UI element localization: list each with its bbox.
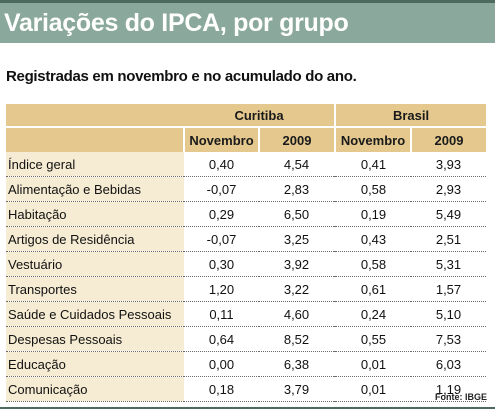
- cell-curitiba-2009: 4,60: [259, 301, 334, 327]
- table-row: Educação 0,00 6,38 0,01 6,03: [6, 351, 487, 377]
- column-gap: [334, 326, 336, 352]
- group-header-curitiba: Curitiba: [184, 104, 334, 128]
- column-gap: [334, 276, 336, 302]
- row-label: Despesas Pessoais: [6, 326, 184, 352]
- cell-curitiba-novembro: -0,07: [184, 226, 259, 252]
- table-row: Comunicação 0,18 3,79 0,01 1,19: [6, 376, 487, 402]
- row-label: Vestuário: [6, 251, 184, 277]
- row-label: Alimentação e Bebidas: [6, 176, 184, 202]
- cell-curitiba-novembro: 1,20: [184, 276, 259, 302]
- cell-curitiba-novembro: 0,00: [184, 351, 259, 377]
- table-row: Despesas Pessoais 0,64 8,52 0,55 7,53: [6, 326, 487, 352]
- cell-brasil-novembro: 0,19: [336, 201, 411, 227]
- cell-curitiba-novembro: 0,40: [184, 152, 259, 177]
- page-title: Variações do IPCA, por grupo: [4, 9, 349, 37]
- row-label: Índice geral: [6, 152, 184, 177]
- cell-curitiba-2009: 6,38: [259, 351, 334, 377]
- cell-brasil-novembro: 0,55: [336, 326, 411, 352]
- table-row: Vestuário 0,30 3,92 0,58 5,31: [6, 251, 487, 277]
- subheader-brasil-2009: 2009: [411, 127, 487, 152]
- cell-brasil-novembro: 0,58: [336, 251, 411, 277]
- cell-brasil-2009: 3,93: [411, 152, 487, 177]
- cell-brasil-2009: 5,10: [411, 301, 487, 327]
- title-bar: Variações do IPCA, por grupo: [0, 3, 495, 43]
- cell-brasil-novembro: 0,61: [336, 276, 411, 302]
- column-gap: [334, 152, 336, 177]
- cell-curitiba-2009: 6,50: [259, 201, 334, 227]
- top-rule: [0, 0, 495, 3]
- cell-curitiba-novembro: 0,18: [184, 376, 259, 402]
- header-corner: [6, 104, 184, 128]
- row-label: Comunicação: [6, 376, 184, 402]
- ipca-table: Curitiba Brasil Novembro 2009 Novembro 2…: [6, 104, 487, 402]
- header-gap: [334, 104, 336, 128]
- cell-curitiba-2009: 3,25: [259, 226, 334, 252]
- group-header-row: Curitiba Brasil: [6, 104, 487, 128]
- cell-brasil-2009: 5,31: [411, 251, 487, 277]
- cell-curitiba-2009: 2,83: [259, 176, 334, 202]
- cell-curitiba-novembro: 0,29: [184, 201, 259, 227]
- source-credit: Fonte: IBGE: [435, 392, 487, 402]
- cell-brasil-novembro: 0,58: [336, 176, 411, 202]
- header-gap: [334, 127, 336, 152]
- row-label: Artigos de Residência: [6, 226, 184, 252]
- column-gap: [334, 176, 336, 202]
- column-gap: [334, 201, 336, 227]
- cell-curitiba-2009: 3,79: [259, 376, 334, 402]
- cell-brasil-novembro: 0,41: [336, 152, 411, 177]
- table-row: Artigos de Residência -0,07 3,25 0,43 2,51: [6, 226, 487, 252]
- column-gap: [334, 376, 336, 402]
- cell-brasil-2009: 2,93: [411, 176, 487, 202]
- table-row: Índice geral 0,40 4,54 0,41 3,93: [6, 152, 487, 177]
- subheader-curitiba-2009: 2009: [259, 127, 334, 152]
- bottom-rule: [0, 407, 495, 409]
- column-gap: [334, 251, 336, 277]
- table-body: Índice geral 0,40 4,54 0,41 3,93 Alimentação …: [6, 152, 487, 402]
- cell-brasil-novembro: 0,24: [336, 301, 411, 327]
- cell-brasil-novembro: 0,01: [336, 351, 411, 377]
- subheader-brasil-novembro: Novembro: [336, 127, 412, 152]
- cell-brasil-2009: 2,51: [411, 226, 487, 252]
- column-gap: [334, 226, 336, 252]
- column-gap: [334, 351, 336, 377]
- column-gap: [334, 301, 336, 327]
- table-row: Saúde e Cuidados Pessoais 0,11 4,60 0,24 5,1…: [6, 301, 487, 327]
- row-label: Saúde e Cuidados Pessoais: [6, 301, 184, 327]
- cell-brasil-2009: 5,49: [411, 201, 487, 227]
- subheader-curitiba-novembro: Novembro: [184, 127, 260, 152]
- group-header-brasil: Brasil: [336, 104, 487, 128]
- row-label: Transportes: [6, 276, 184, 302]
- cell-brasil-2009: 6,03: [411, 351, 487, 377]
- header-corner: [6, 127, 185, 152]
- sub-header-row: Novembro 2009 Novembro 2009: [6, 127, 487, 152]
- row-label: Educação: [6, 351, 184, 377]
- cell-curitiba-2009: 4,54: [259, 152, 334, 177]
- cell-curitiba-novembro: 0,11: [184, 301, 259, 327]
- cell-curitiba-novembro: 0,64: [184, 326, 259, 352]
- table-row: Transportes 1,20 3,22 0,61 1,57: [6, 276, 487, 302]
- cell-brasil-novembro: 0,43: [336, 226, 411, 252]
- cell-curitiba-novembro: 0,30: [184, 251, 259, 277]
- cell-brasil-2009: 7,53: [411, 326, 487, 352]
- table-row: Habitação 0,29 6,50 0,19 5,49: [6, 201, 487, 227]
- table-row: Alimentação e Bebidas -0,07 2,83 0,58 2,93: [6, 176, 487, 202]
- subtitle: Registradas em novembro e no acumulado d…: [6, 68, 357, 85]
- cell-curitiba-novembro: -0,07: [184, 176, 259, 202]
- cell-brasil-2009: 1,19: [411, 376, 487, 402]
- cell-brasil-2009: 1,57: [411, 276, 487, 302]
- cell-curitiba-2009: 3,22: [259, 276, 334, 302]
- cell-curitiba-2009: 8,52: [259, 326, 334, 352]
- cell-curitiba-2009: 3,92: [259, 251, 334, 277]
- row-label: Habitação: [6, 201, 184, 227]
- cell-brasil-novembro: 0,01: [336, 376, 411, 402]
